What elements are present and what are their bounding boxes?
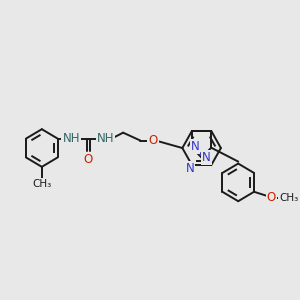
Text: N: N bbox=[186, 162, 194, 175]
Text: NH: NH bbox=[62, 132, 80, 145]
Text: NH: NH bbox=[97, 132, 115, 145]
Text: O: O bbox=[148, 134, 158, 147]
Text: CH₃: CH₃ bbox=[279, 193, 298, 203]
Text: N: N bbox=[190, 140, 199, 153]
Text: O: O bbox=[267, 191, 276, 204]
Text: O: O bbox=[84, 153, 93, 166]
Text: CH₃: CH₃ bbox=[32, 179, 51, 189]
Text: N: N bbox=[202, 151, 211, 164]
